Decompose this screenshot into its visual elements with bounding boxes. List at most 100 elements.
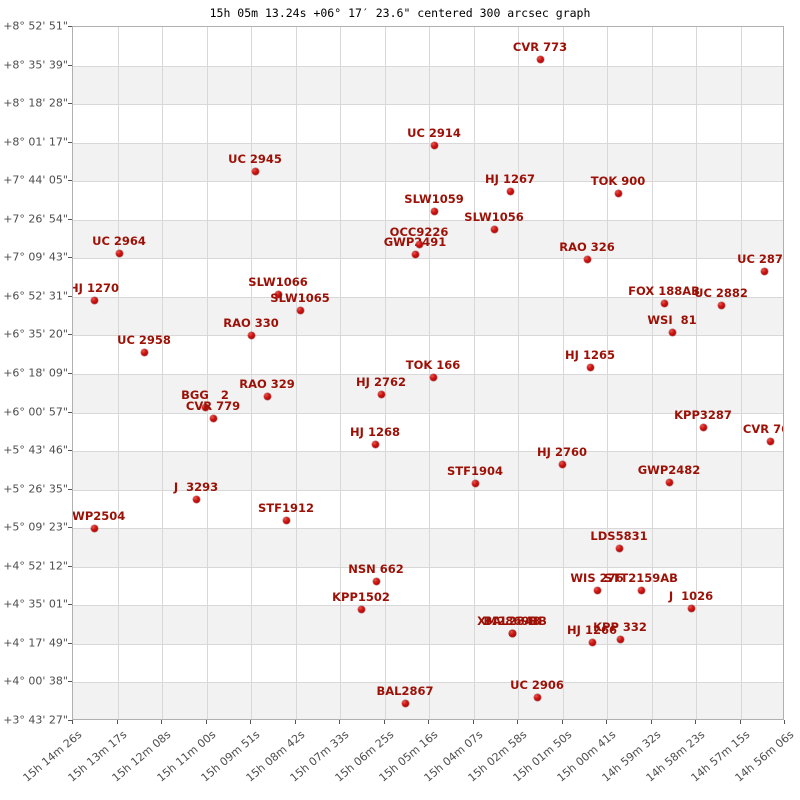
data-point-marker[interactable] xyxy=(687,604,695,612)
data-point-label: BGG 2 xyxy=(181,388,229,402)
gridline-horizontal xyxy=(73,65,783,67)
data-point-label: WIS 276 xyxy=(570,571,624,585)
y-tick-mark xyxy=(68,64,72,66)
x-tick-mark xyxy=(383,720,385,724)
data-point-marker[interactable] xyxy=(357,605,365,613)
gridline-vertical xyxy=(117,27,119,719)
y-tick-mark xyxy=(68,141,72,143)
y-tick-mark xyxy=(68,681,72,683)
data-point-marker[interactable] xyxy=(668,328,676,336)
gridline-vertical xyxy=(295,27,297,719)
x-tick-mark xyxy=(650,720,652,724)
data-point-label: UC 2882 xyxy=(694,286,748,300)
data-point-marker[interactable] xyxy=(430,141,438,149)
gridline-horizontal xyxy=(73,374,783,375)
data-point-marker[interactable] xyxy=(583,255,591,263)
data-point-marker[interactable] xyxy=(660,299,668,307)
y-tick-mark xyxy=(68,565,72,567)
data-point-marker[interactable] xyxy=(586,363,594,371)
y-tick-label: +7° 26' 54" xyxy=(3,212,68,226)
data-point-marker[interactable] xyxy=(699,423,707,431)
data-point-label: SLW1065 xyxy=(270,291,330,305)
y-tick-label: +4° 52' 12" xyxy=(3,559,68,573)
data-point-label: UC 2964 xyxy=(92,234,146,248)
data-point-marker[interactable] xyxy=(247,331,255,339)
data-point-marker[interactable] xyxy=(637,586,645,594)
data-point-marker[interactable] xyxy=(588,638,596,646)
data-point-marker[interactable] xyxy=(263,392,271,400)
data-point-label: HJ 1265 xyxy=(565,348,615,362)
data-point-marker[interactable] xyxy=(209,414,217,422)
data-point-marker[interactable] xyxy=(766,437,774,445)
data-point-marker[interactable] xyxy=(593,586,601,594)
data-point-marker[interactable] xyxy=(201,403,209,411)
shaded-band xyxy=(73,528,783,567)
data-point-marker[interactable] xyxy=(558,460,566,468)
data-point-marker[interactable] xyxy=(251,167,259,175)
data-point-label: HJ 2760 xyxy=(537,445,587,459)
data-point-marker[interactable] xyxy=(371,440,379,448)
data-point-marker[interactable] xyxy=(471,479,479,487)
data-point-marker[interactable] xyxy=(430,207,438,215)
data-point-marker[interactable] xyxy=(615,544,623,552)
y-tick-label: +6° 52' 31" xyxy=(3,289,68,303)
data-point-marker[interactable] xyxy=(508,629,516,637)
y-tick-label: +8° 52' 51" xyxy=(3,19,68,33)
data-point-marker[interactable] xyxy=(760,267,768,275)
data-point-marker[interactable] xyxy=(401,699,409,707)
y-tick-label: +8° 18' 28" xyxy=(3,96,68,110)
data-point-marker[interactable] xyxy=(429,373,437,381)
plot-area[interactable]: CVR 773 UC 2914 UC 2945 HJ 1267 TOK 900 SLW10… xyxy=(72,26,784,720)
data-point-label: RAO 330 xyxy=(223,316,279,330)
x-tick-mark xyxy=(472,720,474,724)
data-point-label: CVR 779 xyxy=(185,399,241,413)
data-point-marker[interactable] xyxy=(90,296,98,304)
y-tick-label: +6° 35' 20" xyxy=(3,327,68,341)
gridline-horizontal xyxy=(73,489,783,491)
data-point-label: HJ 1268 xyxy=(350,425,400,439)
data-point-label: CVR 773 xyxy=(512,40,568,54)
data-point-marker[interactable] xyxy=(90,524,98,532)
data-point-marker[interactable] xyxy=(411,250,419,258)
data-point-label: UC 2906 xyxy=(510,678,564,692)
data-point-marker[interactable] xyxy=(296,306,304,314)
data-point-marker[interactable] xyxy=(665,478,673,486)
y-tick-label: +5° 43' 46" xyxy=(3,443,68,457)
data-point-marker[interactable] xyxy=(717,301,725,309)
gridline-vertical xyxy=(429,27,430,719)
x-tick-mark xyxy=(739,720,741,724)
data-point-label: HJ 2762 xyxy=(356,375,406,389)
data-point-marker[interactable] xyxy=(192,495,200,503)
y-tick-label: +5° 26' 35" xyxy=(3,482,68,496)
x-tick-mark xyxy=(250,720,251,724)
data-point-marker[interactable] xyxy=(377,390,385,398)
data-point-marker[interactable] xyxy=(536,55,544,63)
data-point-marker[interactable] xyxy=(115,249,123,257)
gridline-horizontal xyxy=(73,682,783,684)
y-tick-label: +8° 01' 17" xyxy=(3,135,68,149)
data-point-marker[interactable] xyxy=(614,189,622,197)
data-point-label: TOK 900 xyxy=(590,174,646,188)
data-point-marker[interactable] xyxy=(616,635,624,643)
data-point-marker[interactable] xyxy=(490,225,498,233)
data-point-marker[interactable] xyxy=(274,290,282,298)
gridline-horizontal xyxy=(73,142,783,144)
data-point-label: KPP1502 xyxy=(332,590,390,604)
gridline-vertical xyxy=(696,27,697,719)
x-tick-mark xyxy=(72,720,73,724)
data-point-label: SLW1059 xyxy=(404,192,464,206)
data-point-marker[interactable] xyxy=(506,187,514,195)
data-point-label: FOX 188AB xyxy=(628,284,700,298)
data-point-label: UC 2945 xyxy=(228,152,282,166)
gridline-vertical xyxy=(340,27,341,719)
y-tick-label: +6° 18' 09" xyxy=(3,366,68,380)
gridline-horizontal xyxy=(73,605,783,607)
data-point-marker[interactable] xyxy=(282,516,290,524)
data-point-marker[interactable] xyxy=(372,577,380,585)
data-point-marker[interactable] xyxy=(140,348,148,356)
y-tick-mark xyxy=(68,180,72,182)
x-tick-mark xyxy=(695,720,696,724)
data-point-marker[interactable] xyxy=(533,693,541,701)
data-point-marker[interactable] xyxy=(415,240,423,248)
data-point-label: SLW1066 xyxy=(248,275,308,289)
